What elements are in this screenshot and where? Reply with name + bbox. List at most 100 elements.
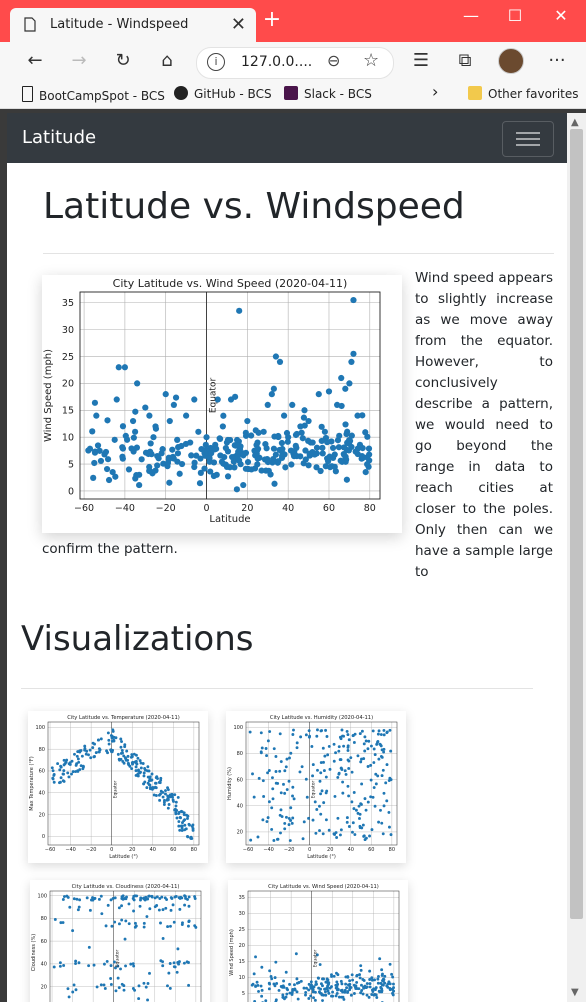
data-point [368,982,372,986]
data-point [85,447,92,454]
profile-avatar[interactable] [498,48,524,74]
collections-icon[interactable]: ⧉ [458,50,472,71]
data-point [346,744,350,748]
data-point [342,744,346,748]
data-point [257,776,261,780]
data-point [348,358,355,365]
other-favorites[interactable]: Other favorites [468,86,579,101]
data-point [265,467,272,474]
data-point [147,448,154,455]
data-point [80,754,84,758]
data-point [242,465,249,472]
data-point [67,995,71,999]
data-point [312,996,315,1000]
data-point [59,776,63,780]
y-axis-label: Wind Speed (mph) [229,929,235,976]
y-tick-label: 15 [239,959,245,965]
more-favorites-chevron-icon[interactable]: › [432,82,439,101]
url-text[interactable]: 127.0.0.... [241,54,313,70]
data-point [295,990,299,994]
data-point [191,396,198,403]
data-point [56,762,60,766]
equator-label: Equator [313,950,319,968]
data-point [377,729,381,733]
data-point [250,983,254,987]
data-point [385,731,389,735]
data-point [186,924,190,928]
data-point [138,456,145,463]
navbar-brand[interactable]: Latitude [22,127,97,148]
data-point [289,751,293,755]
scroll-up-icon[interactable]: ▲ [571,117,579,128]
data-point [302,447,309,454]
data-point [341,791,345,795]
y-tick-label: 25 [62,352,74,363]
new-tab-button[interactable]: + [262,7,282,32]
data-point [327,744,331,748]
home-icon[interactable]: ⌂ [161,50,173,71]
data-point [341,451,348,459]
data-point [178,907,182,911]
windspeed-thumbnail[interactable]: −60−40−2002040608005101520253035EquatorC… [228,880,408,1002]
favorite-bootcampspot[interactable]: BootCampSpot - BCS [22,86,165,103]
data-point [326,984,330,988]
favorite-slack[interactable]: Slack - BCS [284,86,372,101]
data-point [164,789,167,792]
maximize-icon[interactable]: ☐ [507,6,523,25]
data-point [102,983,106,987]
info-icon[interactable]: i [207,53,225,71]
data-point [327,981,331,985]
data-point [217,435,224,443]
cloudiness-thumbnail[interactable]: −60−40−20020406080020406080100EquatorCit… [30,880,210,1002]
minimize-icon[interactable]: — [463,6,479,25]
data-point [264,999,268,1002]
data-point [330,985,333,989]
data-point [290,453,298,460]
favorite-github[interactable]: GitHub - BCS [174,86,272,101]
temperature-thumbnail[interactable]: −60 −40 −20 0 20 40 60 80 0 20 40 60 80 100 Equator Cit… [28,711,208,863]
data-point [159,446,166,453]
data-point [104,417,111,424]
data-point [379,808,382,812]
favorites-list-icon[interactable]: ☰ [412,50,430,71]
data-point [196,480,204,487]
data-point [183,828,187,832]
data-point [332,832,336,836]
address-bar[interactable]: i 127.0.0.... ⊖ ☆ [196,47,394,79]
forward-arrow-icon[interactable]: → [71,50,87,71]
data-point [125,466,133,473]
zoom-icon[interactable]: ⊖ [327,51,341,70]
data-point [281,984,285,988]
humidity-thumbnail[interactable]: −60 −40 −20 0 20 40 60 80 20 40 60 80 100 Equator City… [226,711,406,863]
scroll-thumb[interactable] [570,129,583,919]
data-point [78,898,82,902]
data-point [120,918,124,922]
data-point [389,749,393,753]
data-point [346,758,350,762]
data-point [187,983,191,987]
data-point [347,766,351,770]
y-tick-label: 20 [237,830,243,836]
scroll-down-icon[interactable]: ▼ [571,987,579,998]
data-point [332,742,336,746]
y-tick-label: 80 [41,916,47,922]
menu-icon[interactable]: ··· [548,50,566,71]
refresh-icon[interactable]: ↻ [115,50,131,71]
navbar-toggler-button[interactable] [502,121,554,157]
data-point [268,730,272,734]
favorite-star-icon[interactable]: ☆ [363,50,380,71]
scrollbar[interactable]: ▲ ▼ [567,113,586,1002]
window-close-icon[interactable]: ✕ [554,6,568,25]
data-point [97,897,101,901]
tab-close-icon[interactable]: ✕ [230,14,246,35]
data-point [62,779,66,783]
browser-tab[interactable]: Latitude - Windspeed ✕ [10,8,256,42]
y-tick-label: 35 [239,895,245,901]
data-point [307,997,311,1000]
back-arrow-icon[interactable]: ← [27,50,43,71]
data-point [91,399,99,406]
data-point [311,818,315,822]
data-point [190,824,194,828]
data-point [233,486,240,493]
data-point [152,467,159,474]
